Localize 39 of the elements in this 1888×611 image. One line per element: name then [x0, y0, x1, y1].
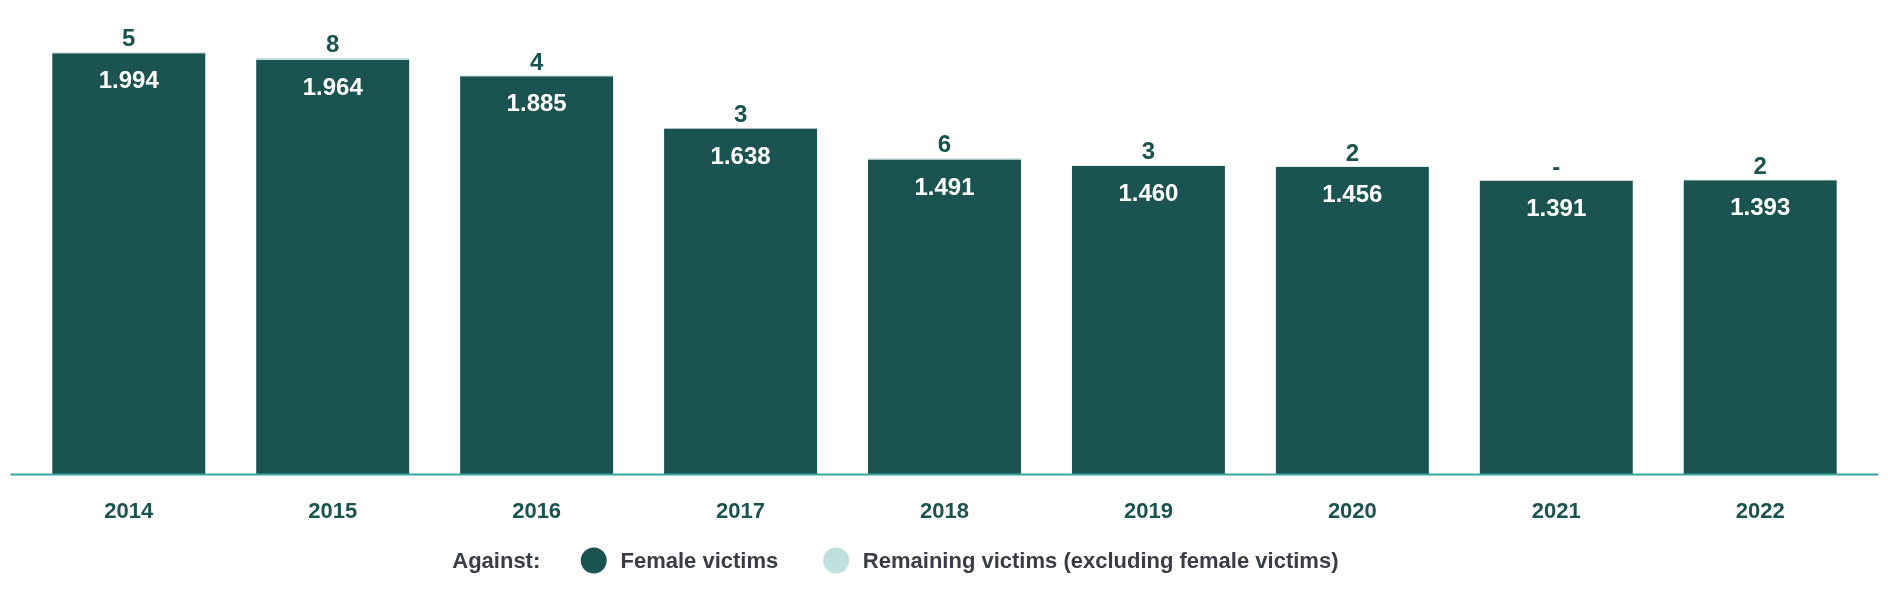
x-tick-label: 2017 [716, 497, 766, 523]
data-label: 1.491 [914, 172, 975, 200]
data-label: 1.456 [1322, 179, 1383, 207]
data-label: 5 [122, 24, 136, 52]
legend-title: Against: [452, 548, 541, 573]
text: - [1552, 152, 1561, 180]
data-label: 1.460 [1118, 179, 1179, 207]
data-label: 4 [529, 47, 544, 75]
bar [1071, 166, 1225, 475]
bar [868, 159, 1021, 475]
x-tick-label: 2020 [1327, 497, 1377, 523]
data-label: 1.393 [1730, 193, 1791, 221]
x-tick-label: 2014 [104, 497, 155, 523]
bar [1479, 180, 1633, 475]
bar [1275, 166, 1429, 475]
x-tick-label: 2019 [1123, 497, 1173, 523]
x-tick-label: 2018 [920, 497, 969, 523]
data-label: 1.391 [1526, 193, 1587, 221]
data-label: 1.885 [506, 89, 567, 117]
bar [256, 59, 410, 475]
x-tick-label: 2015 [308, 497, 358, 523]
x-tick-label: 2022 [1735, 497, 1785, 523]
data-label: 8 [326, 29, 340, 57]
bar [1683, 180, 1837, 475]
bar [664, 128, 818, 475]
data-label: 1.964 [302, 72, 364, 100]
data-label: 2 [1753, 151, 1767, 179]
data-label: 1.638 [710, 141, 771, 169]
bar [52, 53, 206, 475]
x-tick-label: 2016 [512, 497, 562, 523]
legend-label: Remaining victims (excluding female victims) [862, 548, 1339, 573]
bar [460, 76, 614, 475]
data-label: 6 [937, 130, 952, 158]
data-label: 3 [733, 99, 748, 127]
data-label: 1.994 [98, 66, 160, 94]
legend-label: Female victims [620, 548, 779, 573]
data-label: 2 [1345, 138, 1360, 166]
data-label: 3 [1141, 137, 1156, 165]
x-tick-label: 2021 [1531, 497, 1581, 523]
